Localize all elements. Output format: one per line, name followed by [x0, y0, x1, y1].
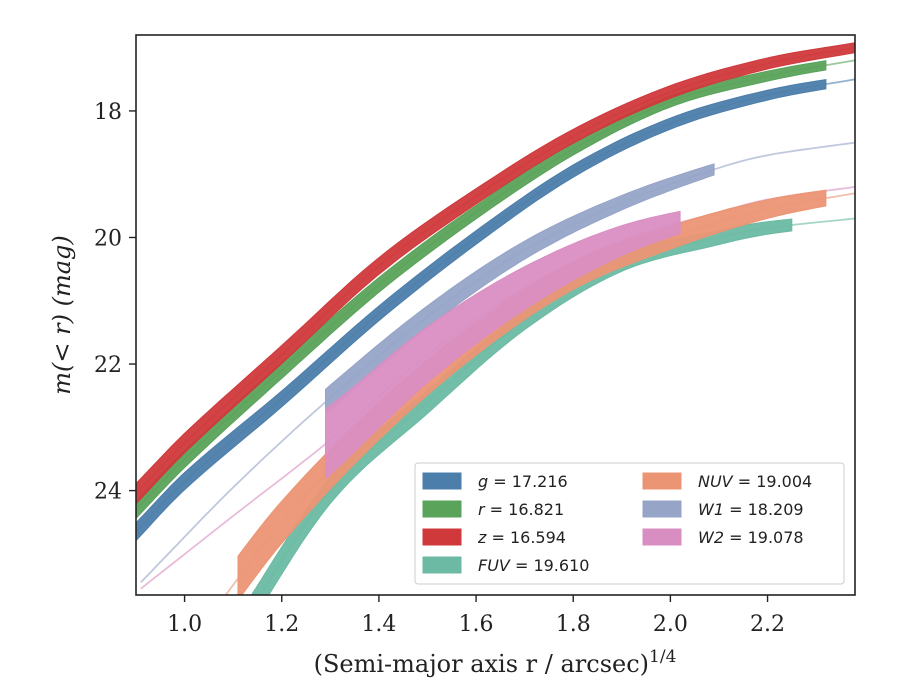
plot-area	[136, 42, 855, 595]
band-2	[136, 42, 855, 505]
x-tick-label-0: 1.0	[167, 612, 202, 637]
legend-swatch-2	[422, 528, 462, 546]
x-tick-label-5: 2.0	[653, 612, 688, 637]
y-axis-title: m(< r) (mag)	[48, 235, 76, 394]
legend-swatch-5	[642, 500, 682, 518]
band-0	[136, 79, 827, 542]
x-tick-label-6: 2.2	[750, 612, 785, 637]
x-axis-title-superscript: 1/4	[649, 647, 676, 667]
band-1	[136, 60, 827, 520]
legend-swatch-3	[422, 556, 462, 574]
x-tick-label-1: 1.2	[264, 612, 299, 637]
legend-label-3: FUV = 19.610	[478, 556, 589, 575]
x-axis: 1.0 1.2 1.4 1.6 1.8 2.0 2.2	[167, 595, 785, 637]
legend-swatch-0	[422, 472, 462, 490]
band-5	[325, 163, 715, 416]
y-tick-label-2: 22	[94, 353, 122, 378]
legend-label-2: z = 16.594	[477, 528, 566, 547]
y-tick-label-1: 20	[94, 226, 122, 251]
x-tick-label-4: 1.8	[556, 612, 591, 637]
plot-frame	[135, 34, 856, 596]
legend-swatch-1	[422, 500, 462, 518]
legend-label-0: g = 17.216	[478, 472, 568, 491]
legend-label-1: r = 16.821	[478, 500, 564, 519]
legend-label-5: W1 = 18.209	[698, 500, 804, 519]
legend-frame	[414, 462, 845, 585]
band-6	[325, 210, 681, 480]
legend: g = 17.216 r = 16.821 z = 16.594 FUV = 19.6…	[414, 462, 845, 585]
x-tick-label-2: 1.4	[361, 612, 396, 637]
y-axis: 18 20 22 24	[94, 100, 136, 505]
x-tick-label-3: 1.6	[459, 612, 494, 637]
x-axis-title: (Semi-major axis r / arcsec)1/4	[314, 647, 677, 678]
legend-label-4: NUV = 19.004	[698, 472, 812, 491]
legend-swatch-4	[642, 472, 682, 490]
legend-swatch-6	[642, 528, 682, 546]
legend-label-6: W2 = 19.078	[698, 528, 804, 547]
y-tick-label-3: 24	[94, 480, 122, 505]
y-tick-label-0: 18	[94, 100, 122, 125]
